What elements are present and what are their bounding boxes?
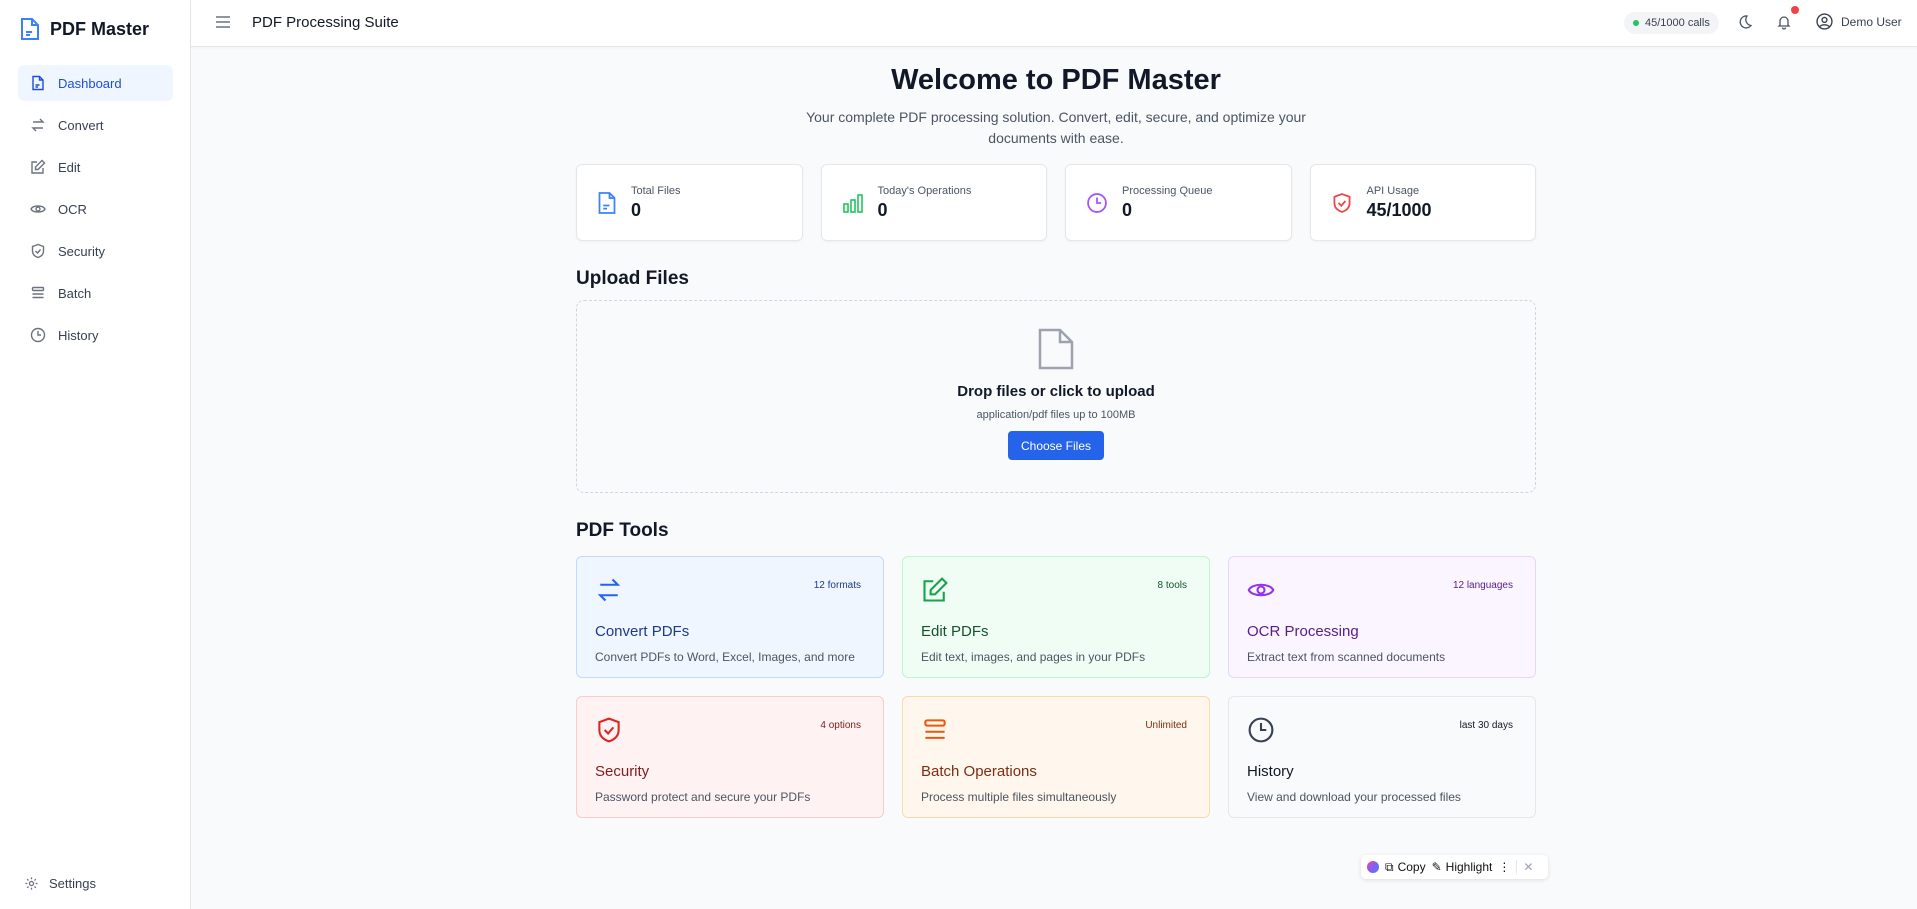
status-dot <box>1633 20 1639 26</box>
assistant-logo-icon <box>1367 861 1379 873</box>
clock-icon <box>1248 717 1274 743</box>
main-content: Welcome to PDF Master Your complete PDF … <box>576 47 1536 818</box>
page-subtitle: Your complete PDF processing solution. C… <box>806 109 1306 146</box>
sidebar-item-batch[interactable]: Batch <box>18 275 173 311</box>
tool-card-edit[interactable]: 8 tools Edit PDFs Edit text, images, and… <box>902 556 1210 678</box>
sidebar: PDF Master Dashboard Convert Edit OCR Se… <box>0 0 191 909</box>
stack-icon <box>924 719 946 739</box>
sidebar-item-security[interactable]: Security <box>18 233 173 269</box>
arrows-exchange-icon <box>31 118 45 132</box>
tool-card-ocr[interactable]: 12 languages OCR Processing Extract text… <box>1228 556 1536 678</box>
gear-icon <box>25 877 38 890</box>
api-calls-badge: 45/1000 calls <box>1624 12 1719 34</box>
copy-button[interactable]: ⧉ Copy <box>1385 859 1426 875</box>
selection-popup: ⧉ Copy ✎ Highlight ⋮ ✕ <box>1361 855 1548 879</box>
file-text-icon <box>32 75 44 91</box>
edit-icon <box>31 159 46 174</box>
arrows-exchange-icon <box>597 578 621 602</box>
file-icon <box>21 18 39 40</box>
sidebar-item-edit[interactable]: Edit <box>18 149 173 185</box>
sidebar-nav: Dashboard Convert Edit OCR Security Batc… <box>18 65 173 359</box>
clock-icon <box>1087 192 1107 213</box>
stat-total-files: Total Files 0 <box>576 164 803 241</box>
page-title: Welcome to PDF Master <box>891 64 1221 96</box>
tool-card-security[interactable]: 4 options Security Password protect and … <box>576 696 884 818</box>
user-menu[interactable]: Demo User <box>1816 13 1902 30</box>
tools-heading: PDF Tools <box>576 520 669 541</box>
moon-icon[interactable] <box>1737 14 1753 30</box>
edit-icon <box>923 577 948 602</box>
eye-icon <box>1247 583 1275 597</box>
copy-icon: ⧉ <box>1385 859 1394 874</box>
menu-icon[interactable] <box>215 14 231 30</box>
logo: PDF Master <box>20 17 149 41</box>
choose-files-button[interactable]: Choose Files <box>1007 431 1105 460</box>
tool-card-batch[interactable]: Unlimited Batch Operations Process multi… <box>902 696 1210 818</box>
stat-processing-queue: Processing Queue 0 <box>1065 164 1292 241</box>
app-name: PDF Master <box>50 18 150 39</box>
stack-icon <box>31 286 45 299</box>
sidebar-item-history[interactable]: History <box>18 317 173 353</box>
highlighter-icon: ✎ <box>1431 860 1442 874</box>
close-icon[interactable]: ✕ <box>1516 860 1533 874</box>
document-icon <box>1038 328 1074 370</box>
upload-heading: Upload Files <box>576 268 689 289</box>
more-icon[interactable]: ⋮ <box>1498 860 1511 874</box>
tool-card-history[interactable]: last 30 days History View and download y… <box>1228 696 1536 818</box>
tools-grid: 12 formats Convert PDFs Convert PDFs to … <box>576 556 1536 818</box>
stat-api-usage: API Usage 45/1000 <box>1309 164 1536 241</box>
bell-icon[interactable] <box>1776 14 1792 30</box>
clock-icon <box>30 327 46 343</box>
shield-check-icon <box>31 243 45 259</box>
shield-check-icon <box>598 717 620 743</box>
stat-todays-operations: Today's Operations 0 <box>820 164 1047 241</box>
sidebar-item-ocr[interactable]: OCR <box>18 191 173 227</box>
sidebar-item-dashboard[interactable]: Dashboard <box>18 65 173 101</box>
notification-badge <box>1791 6 1799 14</box>
eye-icon <box>30 205 46 213</box>
sidebar-item-settings[interactable]: Settings <box>24 876 96 891</box>
highlight-button[interactable]: ✎ Highlight <box>1431 860 1493 874</box>
upload-dropzone[interactable]: Drop files or click to upload applicatio… <box>576 300 1536 493</box>
user-circle-icon <box>1816 13 1833 30</box>
tool-card-convert[interactable]: 12 formats Convert PDFs Convert PDFs to … <box>576 556 884 678</box>
stats-row: Total Files 0 Today's Operations 0 Process… <box>576 164 1536 241</box>
bar-chart-icon <box>842 193 863 213</box>
sidebar-item-convert[interactable]: Convert <box>18 107 173 143</box>
shield-check-icon <box>1333 192 1350 213</box>
header-title: PDF Processing Suite <box>252 14 399 31</box>
file-text-icon <box>598 191 616 214</box>
